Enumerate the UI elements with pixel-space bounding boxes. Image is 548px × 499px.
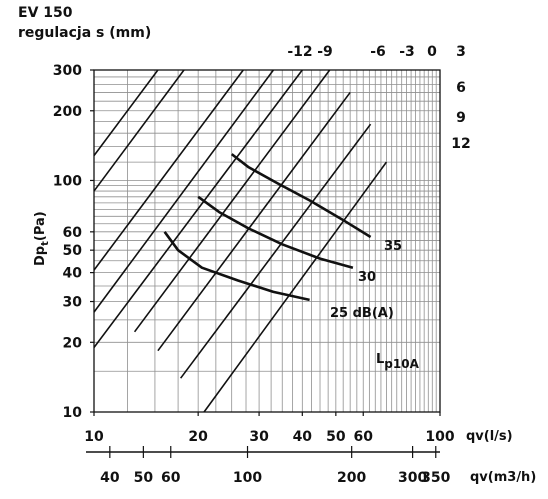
x-tick-label: 50 (326, 429, 346, 445)
s-label-right: 6 (456, 80, 466, 96)
chart-title: EV 150 (18, 5, 73, 21)
s-label-top: -6 (370, 44, 386, 60)
x-tick-label: 20 (188, 429, 208, 445)
x-tick-label: 60 (353, 429, 373, 445)
y-tick-label: 20 (63, 335, 83, 351)
s-curve--9 (93, 69, 185, 192)
s-curve--12 (93, 69, 159, 157)
x2-tick-label: 200 (337, 470, 366, 486)
sound-curve-25 (163, 231, 310, 302)
y-tick-label: 10 (63, 405, 83, 421)
s-label-top: -9 (317, 44, 333, 60)
x2-tick-label: 350 (421, 470, 450, 486)
s-curve--3 (93, 69, 275, 313)
s-curve--6 (93, 69, 244, 271)
s-curve-12 (203, 161, 388, 413)
sound-curve-35 (230, 153, 372, 239)
y-tick-label: 200 (53, 104, 82, 120)
chart-subtitle: regulacja s (mm) (18, 25, 151, 41)
plot-frame (93, 69, 441, 413)
s-curve-9 (180, 123, 372, 379)
x-tick-label: 100 (425, 429, 454, 445)
x2-tick-label: 40 (100, 470, 120, 486)
x2-axis-label: qv(m3/h) (470, 470, 536, 485)
x-tick-label: 10 (84, 429, 104, 445)
svg-text:Dpt(Pa): Dpt(Pa) (33, 211, 51, 266)
sound-curves (163, 153, 372, 302)
x2-tick-label: 50 (134, 470, 154, 486)
x-tick-label: 30 (249, 429, 269, 445)
x2-tick-label: 300 (398, 470, 427, 486)
s-label-top: -12 (287, 44, 312, 60)
y-tick-label: 40 (63, 266, 83, 282)
s-curve-0 (93, 69, 303, 348)
x-axis-label: qv(l/s) (466, 429, 513, 444)
y-tick-label: 50 (63, 243, 83, 259)
y-tick-label: 100 (53, 173, 82, 189)
sound-label: 25 dB(A) (330, 306, 394, 321)
y-tick-label: 60 (63, 225, 83, 241)
sound-curve-30 (197, 195, 354, 269)
y-tick-label: 30 (63, 295, 83, 311)
s-curve-6 (157, 91, 351, 352)
s-label-right: 12 (451, 136, 470, 152)
x-tick-label: 40 (293, 429, 313, 445)
s-curve-3 (133, 69, 331, 333)
labels: -12 -9 -6 -3 0 3 6 9 12 35 30 25 dB(A) (287, 44, 470, 321)
x2-tick-label: 100 (233, 470, 262, 486)
s-curves (93, 69, 388, 413)
lp-label: Lp10A (376, 352, 420, 371)
sound-label: 35 (384, 239, 402, 254)
s-label-top: 0 (427, 44, 437, 60)
s-label-right: 9 (456, 110, 466, 126)
s-label-right: 3 (456, 44, 466, 60)
s-label-top: -3 (399, 44, 415, 60)
x2-tick-label: 60 (161, 470, 181, 486)
y-axis-label: Dpt(Pa) (33, 211, 51, 266)
sound-label: 30 (358, 270, 376, 285)
y-tick-label: 300 (53, 63, 82, 79)
